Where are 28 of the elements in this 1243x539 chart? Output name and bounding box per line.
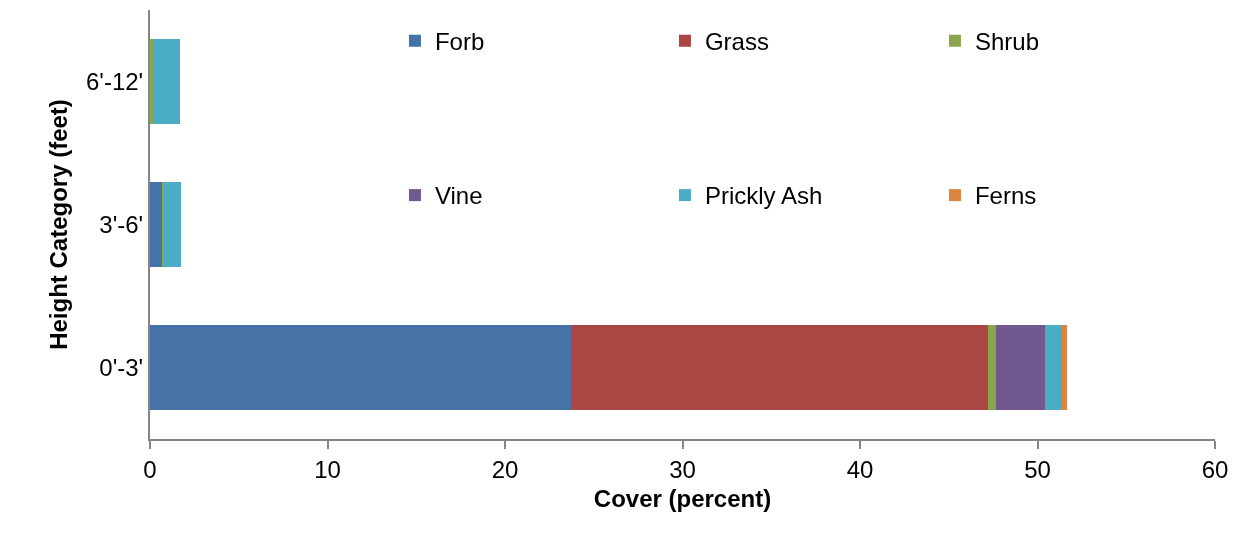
bar	[150, 324, 571, 411]
bar	[995, 324, 1046, 411]
legend-label: Vine	[434, 182, 483, 210]
x-tick-label: 50	[1024, 455, 1051, 483]
bar	[1045, 324, 1063, 411]
x-tick-label: 0	[143, 455, 157, 483]
y-tick-label: 6'-12'	[86, 67, 144, 95]
x-axis-title: Cover (percent)	[593, 484, 772, 512]
x-tick-label: 10	[314, 455, 341, 483]
legend-label: Ferns	[974, 182, 1037, 210]
x-tick-label: 40	[846, 455, 874, 483]
legend-label: Prickly Ash	[704, 182, 823, 210]
x-tick-label: 60	[1201, 455, 1229, 483]
bar	[150, 181, 162, 268]
bar	[152, 38, 181, 125]
y-axis-title: Height Category (feet)	[44, 99, 72, 350]
x-tick-label: 20	[491, 455, 519, 483]
x-tick-label: 30	[669, 455, 696, 483]
legend-label: Grass	[704, 28, 769, 56]
bar	[164, 181, 181, 268]
bar	[1062, 324, 1067, 411]
bar	[987, 324, 996, 411]
y-tick-label: 0'-3'	[99, 353, 144, 381]
bar	[570, 324, 988, 411]
legend-label: Forb	[434, 28, 485, 56]
y-tick-label: 3'-6'	[99, 210, 144, 238]
legend-label: Shrub	[974, 28, 1039, 56]
bar	[150, 38, 153, 125]
